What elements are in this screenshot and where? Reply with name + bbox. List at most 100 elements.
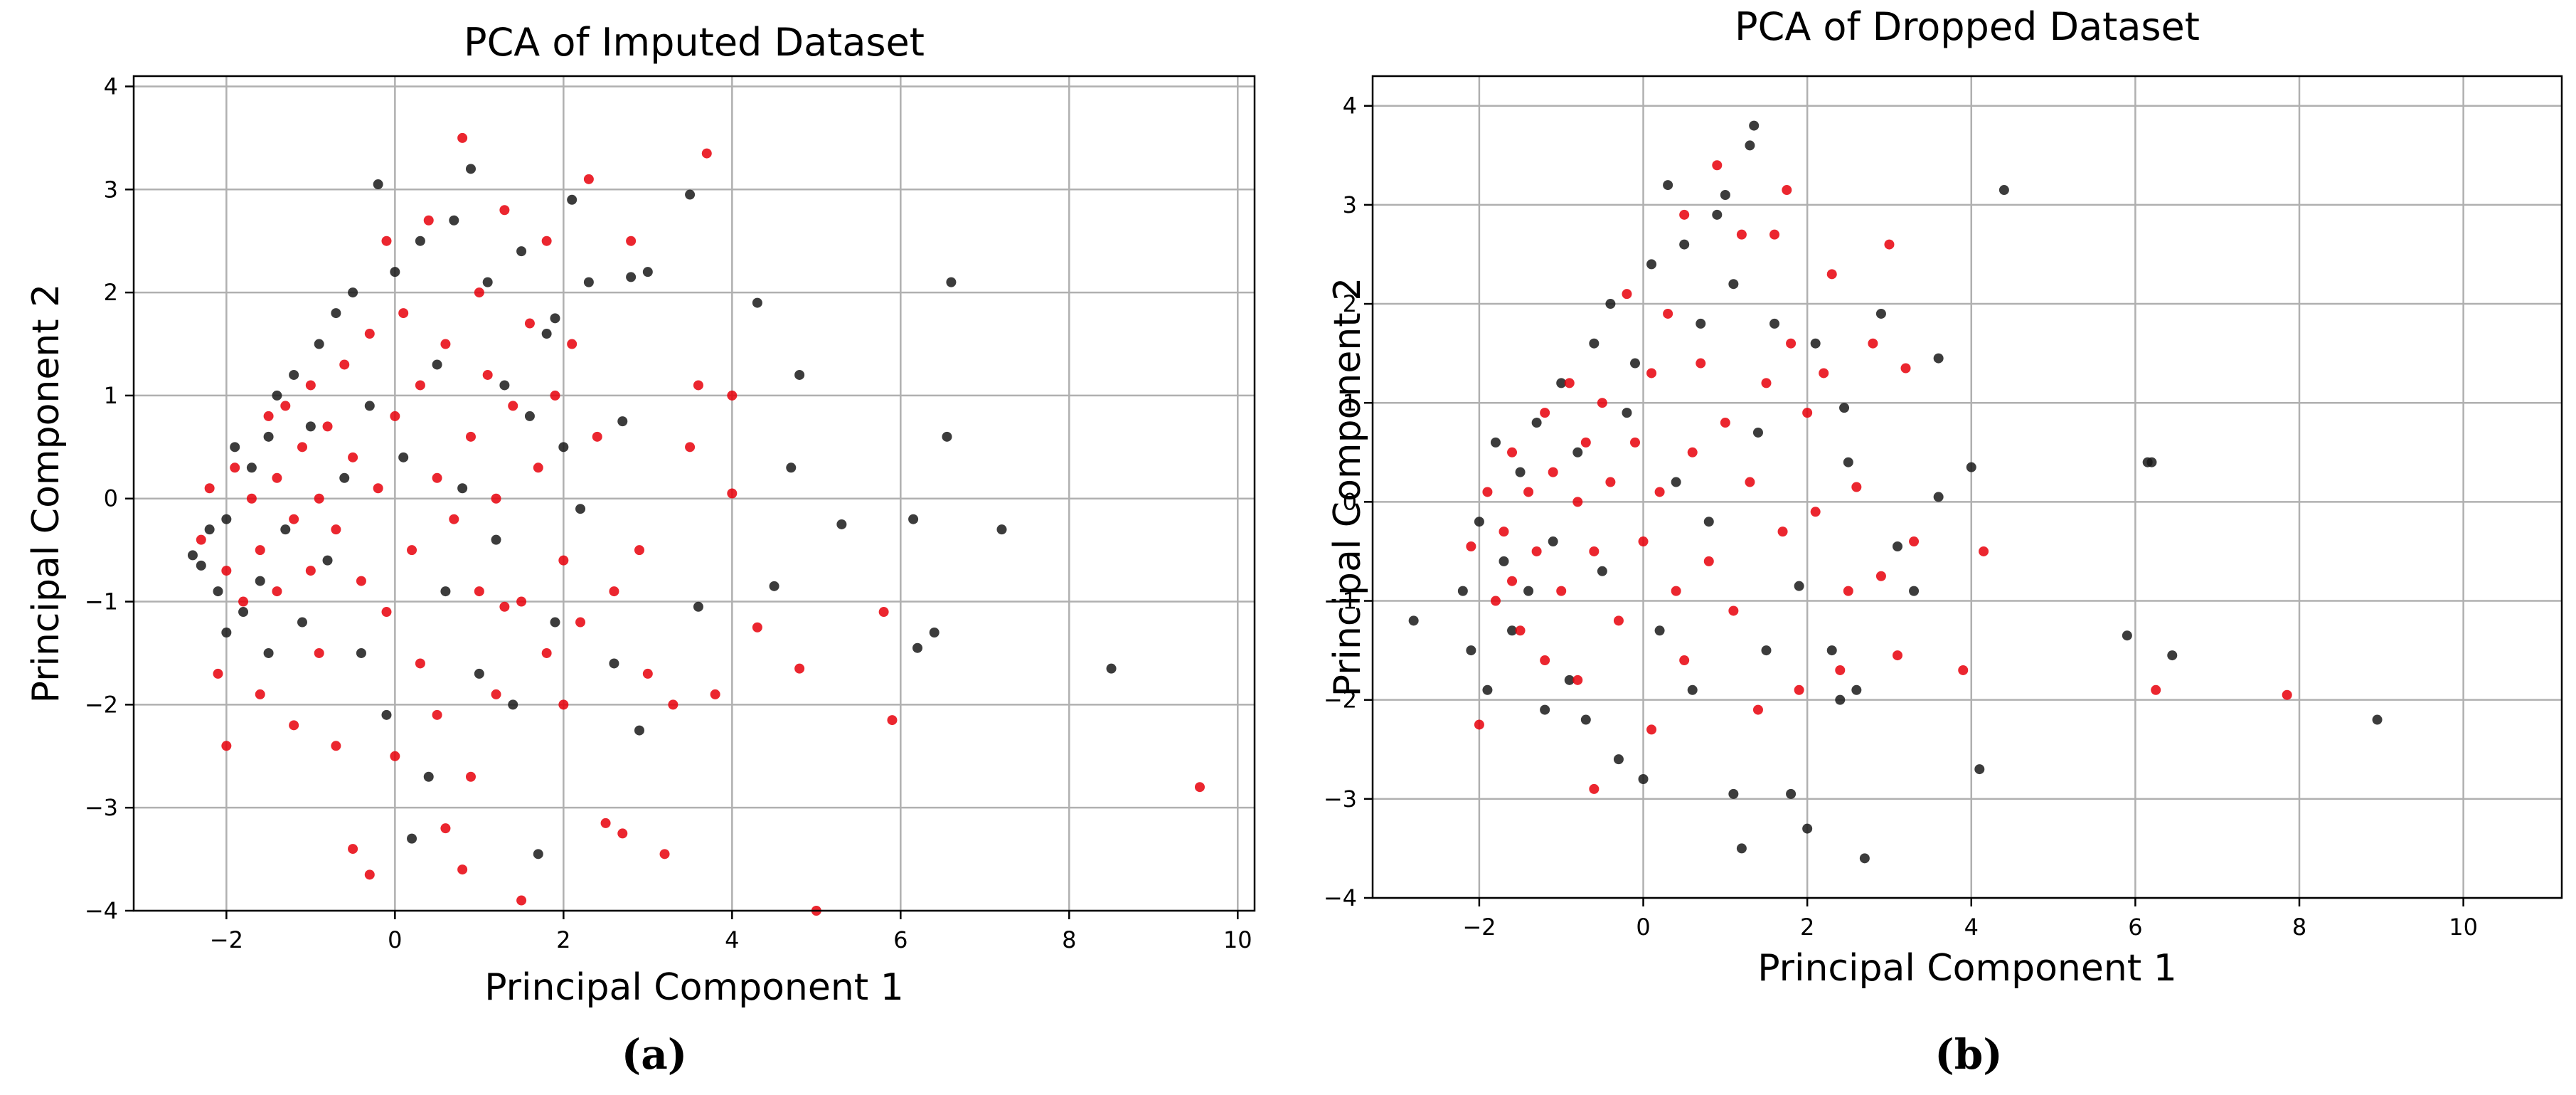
data-point-black	[1457, 586, 1468, 596]
data-point-black	[2372, 714, 2383, 725]
data-point-black	[297, 617, 307, 628]
data-point-black	[1703, 517, 1714, 527]
data-point-red	[727, 390, 738, 401]
data-point-red	[1777, 527, 1788, 537]
x-tick-label: −2	[210, 926, 243, 953]
data-point-red	[1507, 576, 1518, 586]
data-point-red	[314, 647, 324, 658]
data-point-black	[1696, 318, 1706, 329]
data-point-red	[609, 586, 619, 597]
data-point-black	[1859, 853, 1870, 864]
data-point-black	[1408, 615, 1419, 626]
data-point-red	[289, 514, 299, 524]
data-point-black	[263, 647, 274, 658]
data-point-black	[432, 359, 442, 370]
data-point-red	[693, 380, 703, 391]
data-point-black	[1810, 338, 1821, 349]
data-point-black	[693, 601, 703, 612]
data-point-black	[524, 411, 535, 421]
y-tick-label: −1	[85, 588, 118, 615]
data-point-red	[1761, 378, 1772, 388]
data-point-black	[491, 534, 501, 545]
data-point-red	[1523, 487, 1534, 497]
data-point-black	[752, 297, 762, 308]
data-point-red	[1909, 536, 1920, 547]
data-point-red	[465, 431, 476, 442]
data-point-red	[1646, 724, 1657, 735]
data-point-red	[1802, 408, 1813, 418]
data-point-black	[550, 617, 560, 628]
data-point-black	[1531, 418, 1542, 428]
data-point-black	[348, 287, 358, 298]
x-tick-label: 6	[893, 926, 908, 953]
chart-title: PCA of Dropped Dataset	[1735, 4, 2200, 49]
data-point-red	[550, 390, 560, 401]
data-point-red	[305, 380, 316, 391]
data-point-black	[221, 628, 232, 638]
y-axis-label: Principal Component 2	[25, 284, 68, 704]
data-point-red	[1786, 338, 1797, 349]
y-tick-label: 0	[1343, 488, 1357, 515]
data-point-black	[263, 431, 274, 442]
data-point-black	[508, 699, 518, 710]
data-point-red	[1194, 782, 1205, 793]
data-point-red	[575, 617, 586, 628]
data-point-black	[609, 658, 619, 669]
data-point-black	[1728, 788, 1739, 799]
data-point-black	[398, 452, 409, 462]
data-point-black	[2167, 650, 2178, 661]
data-point-black	[1839, 403, 1850, 413]
data-point-black	[1794, 581, 1804, 591]
y-tick-label: 4	[1343, 92, 1357, 120]
data-point-black	[912, 642, 923, 653]
data-point-red	[1720, 418, 1730, 428]
data-point-red	[474, 586, 484, 597]
data-point-black	[1580, 714, 1591, 725]
y-tick-label: −1	[1324, 588, 1357, 615]
x-axis-label: Principal Component 1	[484, 966, 904, 1009]
data-point-black	[221, 514, 232, 524]
data-point-black	[1728, 279, 1739, 290]
data-point-black	[1933, 492, 1944, 502]
data-point-red	[423, 215, 434, 226]
chart-panel-a: −2 0 2 4 6 8 10 −4 −3 −2 −1 0 1 2 3 4 PCA of Imputed Dat…	[25, 20, 1256, 1079]
data-point-black	[457, 483, 468, 494]
data-point-black	[1556, 378, 1567, 388]
series-red	[196, 132, 1205, 916]
data-point-red	[339, 359, 350, 370]
data-point-red	[491, 689, 501, 699]
data-point-black	[272, 390, 282, 401]
data-point-black	[1605, 299, 1616, 310]
data-point-red	[1851, 482, 1862, 492]
data-point-red	[1540, 655, 1550, 666]
data-point-red	[474, 287, 484, 298]
data-point-red	[794, 663, 805, 674]
data-point-red	[533, 462, 543, 473]
data-point-red	[381, 607, 392, 618]
data-point-black	[1749, 120, 1760, 131]
data-point-red	[1654, 487, 1665, 497]
data-point-red	[407, 545, 417, 556]
data-point-red	[238, 596, 249, 607]
series-black	[187, 164, 1117, 859]
data-point-red	[592, 431, 602, 442]
data-point-black	[996, 524, 1007, 535]
data-point-red	[255, 545, 265, 556]
data-point-black	[794, 369, 805, 380]
data-point-red	[263, 411, 274, 421]
data-point-black	[786, 462, 797, 473]
data-point-red	[1745, 477, 1755, 487]
data-point-red	[1843, 586, 1853, 596]
data-point-red	[415, 658, 425, 669]
data-point-red	[1499, 527, 1509, 537]
data-point-black	[1745, 140, 1755, 151]
data-point-red	[617, 828, 628, 839]
data-point-red	[685, 442, 696, 453]
x-tick-label: 0	[1636, 914, 1650, 941]
data-point-black	[1629, 358, 1640, 369]
y-tick-label: 2	[1343, 290, 1357, 317]
data-point-red	[305, 566, 316, 576]
y-tick-label: 1	[104, 382, 118, 409]
data-point-black	[1843, 457, 1853, 467]
data-point-black	[1540, 704, 1550, 715]
